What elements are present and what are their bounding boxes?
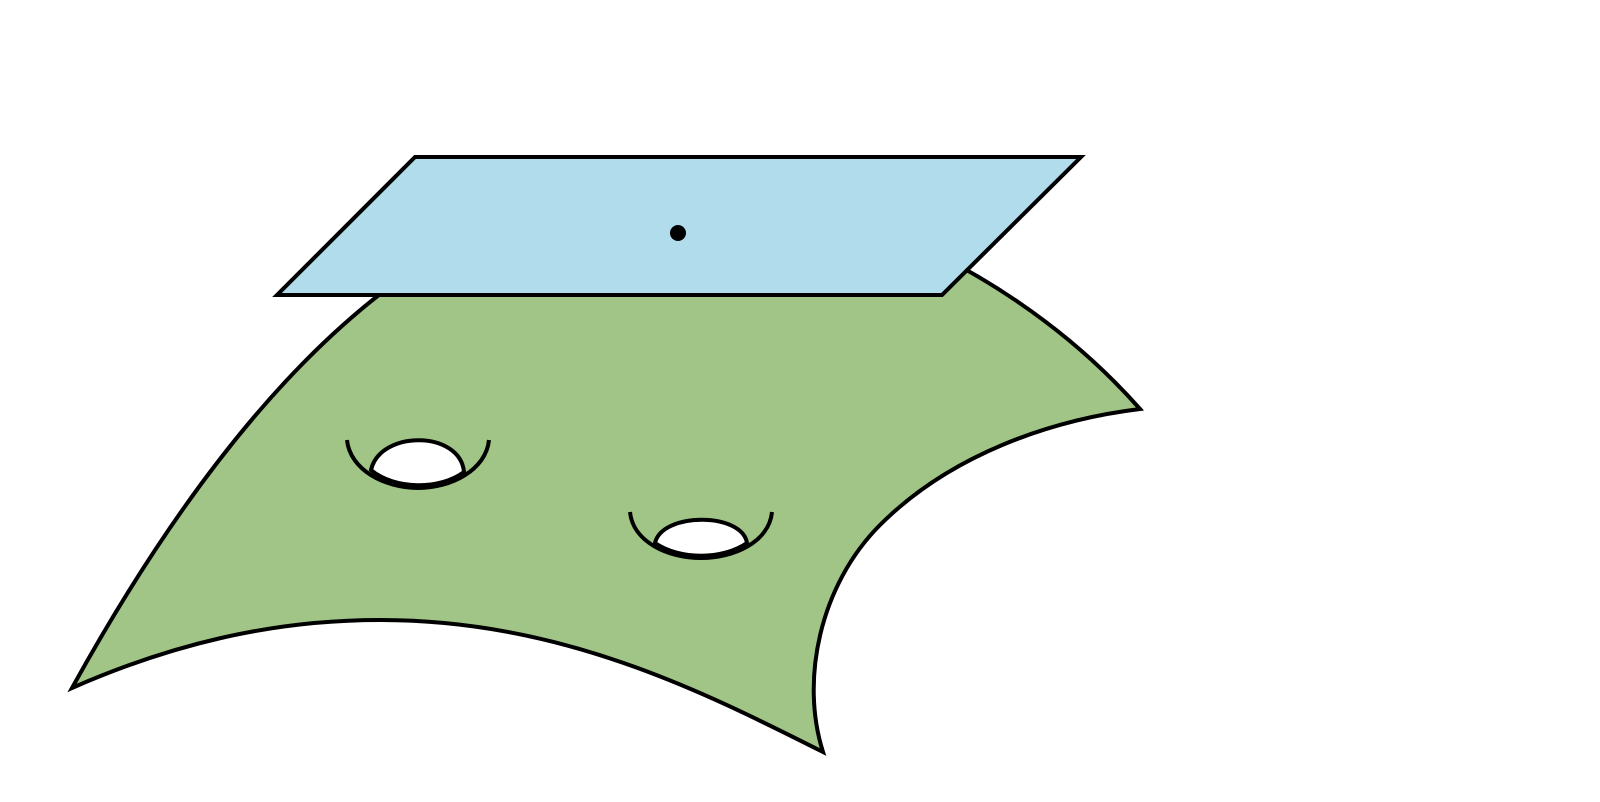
hole-left-rim: [345, 439, 491, 491]
handle-hole-left: [345, 438, 491, 491]
hole-right-opening: [652, 517, 750, 558]
hole-right-rim: [628, 511, 774, 561]
handle-hole-right: [628, 511, 774, 561]
tangent-point: [670, 225, 686, 241]
hole-left-opening: [368, 438, 467, 488]
